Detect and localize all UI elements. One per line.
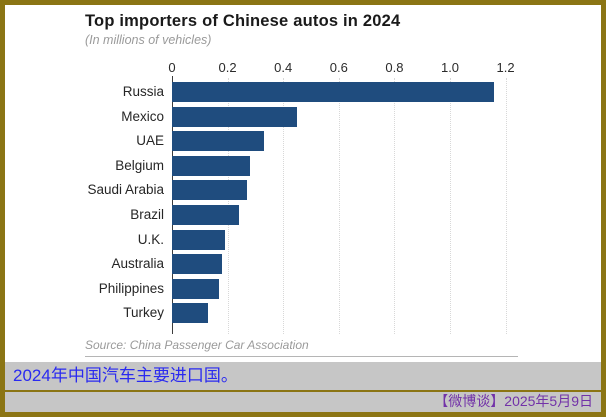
chart-subtitle: (In millions of vehicles) bbox=[85, 33, 212, 47]
gridline bbox=[338, 78, 340, 334]
bar bbox=[172, 278, 220, 299]
bar bbox=[172, 205, 239, 225]
bar-label: Belgium bbox=[115, 157, 164, 173]
bar-label: Turkey bbox=[123, 305, 164, 321]
bar-chart: 0 0.2 0.4 0.6 0.8 1.0 1.2 Russia Mexico UAE Belgiu… bbox=[5, 60, 601, 338]
bar bbox=[172, 106, 298, 127]
chart-panel: Top importers of Chinese autos in 2024 (… bbox=[5, 5, 601, 362]
x-tick-label: 0 bbox=[168, 60, 176, 75]
credit-text: 【微博谈】2025年5月9日 bbox=[434, 393, 593, 409]
gridline bbox=[505, 78, 507, 334]
bar bbox=[172, 180, 248, 201]
gridline bbox=[394, 78, 396, 334]
source-note: Source: China Passenger Car Association bbox=[85, 338, 518, 357]
gridline bbox=[283, 78, 285, 334]
bar-label: Australia bbox=[111, 256, 164, 272]
bar-label: Philippines bbox=[98, 280, 164, 296]
banner-divider bbox=[5, 390, 601, 392]
bar bbox=[172, 82, 495, 102]
gridline bbox=[450, 78, 451, 334]
bar-label: Brazil bbox=[130, 207, 164, 222]
x-tick-label: 0.8 bbox=[385, 60, 404, 75]
x-tick-label: 1.0 bbox=[440, 60, 460, 75]
bar-label: UAE bbox=[136, 133, 164, 149]
caption-banner: 2024年中国汽车主要进口国。 【微博谈】2025年5月9日 bbox=[5, 362, 601, 412]
bar-label: Mexico bbox=[121, 108, 164, 124]
x-tick-label: 0.2 bbox=[218, 60, 237, 75]
caption-text: 2024年中国汽车主要进口国。 bbox=[13, 366, 238, 385]
bar-label: U.K. bbox=[137, 231, 164, 247]
x-tick-label: 1.2 bbox=[496, 60, 515, 75]
x-tick-label: 0.6 bbox=[329, 60, 348, 75]
bar-label: Saudi Arabia bbox=[87, 182, 164, 198]
x-tick-label: 0.4 bbox=[274, 60, 293, 75]
bar bbox=[172, 155, 250, 176]
bar bbox=[172, 131, 264, 152]
bar-label: Russia bbox=[122, 84, 164, 99]
chart-title: Top importers of Chinese autos in 2024 bbox=[85, 12, 401, 30]
bar bbox=[172, 303, 209, 324]
bar bbox=[172, 229, 225, 250]
bar bbox=[172, 254, 223, 275]
